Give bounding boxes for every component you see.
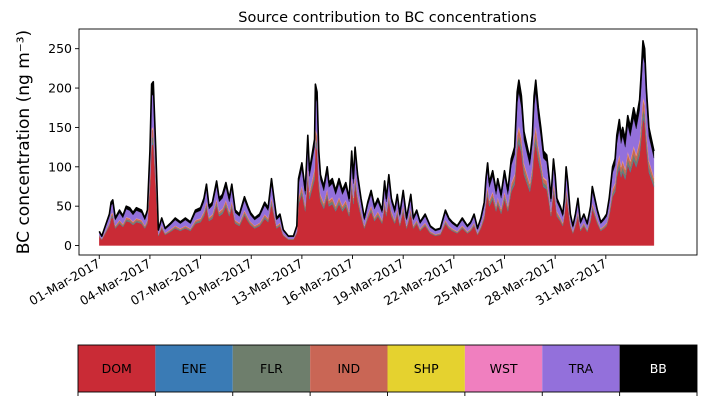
legend-swatch-flr [232, 345, 311, 392]
legend-swatch-ind [310, 345, 388, 392]
y-tick-label: 0 [64, 238, 72, 253]
x-axis: 01-Mar-201704-Mar-201707-Mar-201710-Mar-… [26, 255, 609, 308]
y-tick-label: 150 [48, 120, 72, 135]
legend-swatch-tra [542, 345, 620, 392]
legend-swatch-bb [619, 345, 697, 392]
legend-label-wst: WST [490, 361, 518, 376]
legend-swatch-wst [464, 345, 543, 392]
legend-swatch-shp [387, 345, 465, 392]
y-tick-label: 50 [56, 199, 72, 214]
legend-label-bb: BB [650, 361, 667, 376]
legend-label-tra: TRA [568, 361, 594, 376]
y-tick-label: 250 [48, 41, 72, 56]
y-axis-label: BC concentration (ng m⁻³) [14, 30, 34, 254]
legend-swatch-dom [78, 345, 156, 392]
legend-label-ene: ENE [181, 361, 206, 376]
legend-label-ind: IND [337, 361, 360, 376]
y-tick-label: 200 [48, 81, 72, 96]
chart-title: Source contribution to BC concentrations [238, 10, 536, 26]
legend-colorbar: DOM ENE FLR IND SHP WST TRA BB [77, 344, 698, 396]
legend-label-flr: FLR [260, 361, 283, 376]
axes-frame [78, 28, 698, 256]
legend-swatch-ene [155, 345, 233, 392]
total-line [98, 40, 655, 237]
legend-label-dom: DOM [102, 361, 132, 376]
y-axis: 0 50 100 150 200 250 [48, 41, 79, 253]
y-tick-label: 100 [48, 159, 72, 174]
legend-label-shp: SHP [414, 361, 439, 376]
plot-area [98, 40, 655, 246]
